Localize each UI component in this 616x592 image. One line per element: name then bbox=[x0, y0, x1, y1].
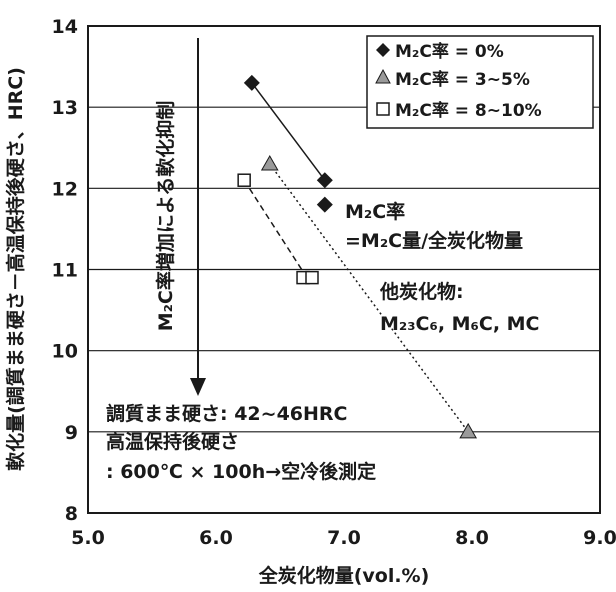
y-tick-label-2: 10 bbox=[52, 341, 78, 363]
data-point-diamond-1 bbox=[316, 172, 333, 189]
y-tick-labels: 8 9 10 11 12 13 14 bbox=[52, 16, 78, 525]
legend-diamond-marker bbox=[376, 43, 390, 57]
data-point-square-2 bbox=[305, 270, 319, 285]
arrow-label: M₂C率増加による軟化抑制 bbox=[154, 101, 177, 332]
y-tick-label-6: 14 bbox=[52, 16, 78, 38]
trend-lines bbox=[243, 82, 469, 433]
condition-detail: : 600℃ × 100h→空冷後測定 bbox=[106, 460, 376, 483]
y-tick-label-3: 11 bbox=[52, 260, 78, 282]
y-tick-label-4: 12 bbox=[52, 178, 78, 200]
legend-entry-1: M₂C率 = 3~5% bbox=[395, 69, 530, 90]
x-tick-label-1: 6.0 bbox=[199, 527, 233, 549]
legend-square-marker bbox=[376, 102, 390, 116]
x-tick-label-4: 9.0 bbox=[583, 527, 616, 549]
legend-entry-0: M₂C率 = 0% bbox=[395, 41, 504, 62]
data-point-diamond-0 bbox=[243, 74, 260, 91]
m2c-ratio-definition: =M₂C量/全炭化物量 bbox=[345, 229, 523, 252]
data-points bbox=[237, 74, 478, 439]
legend: M₂C率 = 0% M₂C率 = 3~5% M₂C率 = 8~10% bbox=[366, 35, 594, 129]
y-tick-label-5: 13 bbox=[52, 97, 78, 119]
x-axis-label: 全炭化物量(vol.%) bbox=[258, 564, 430, 587]
legend-triangle-marker bbox=[375, 68, 391, 84]
x-tick-label-3: 8.0 bbox=[455, 527, 489, 549]
y-axis-label: 軟化量(調質まま硬さ－高温保持後硬さ、HRC) bbox=[4, 67, 27, 471]
x-tick-label-2: 7.0 bbox=[327, 527, 361, 549]
arrow-head bbox=[190, 378, 206, 396]
trend-line-solid bbox=[251, 82, 326, 181]
trend-line-dotted bbox=[269, 163, 469, 433]
condition-hightemp: 高温保持後硬さ bbox=[106, 430, 239, 453]
data-point-square-0 bbox=[237, 173, 251, 187]
condition-asquenched: 調質まま硬さ: 42~46HRC bbox=[106, 402, 348, 425]
other-carbides-list: M₂₃C₆, M₆C, MC bbox=[380, 313, 540, 335]
y-tick-label-1: 9 bbox=[65, 422, 78, 444]
y-tick-label-0: 8 bbox=[65, 503, 78, 525]
data-point-triangle-1 bbox=[459, 422, 478, 439]
x-tick-labels: 5.0 6.0 7.0 8.0 9.0 bbox=[71, 527, 616, 549]
data-point-triangle-0 bbox=[260, 154, 279, 171]
legend-box bbox=[366, 35, 594, 129]
m2c-ratio-label: M₂C率 bbox=[345, 200, 405, 223]
other-carbides-label: 他炭化物: bbox=[379, 280, 464, 303]
legend-entry-2: M₂C率 = 8~10% bbox=[395, 100, 542, 121]
x-tick-label-0: 5.0 bbox=[71, 527, 105, 549]
data-point-diamond-2 bbox=[316, 196, 333, 213]
